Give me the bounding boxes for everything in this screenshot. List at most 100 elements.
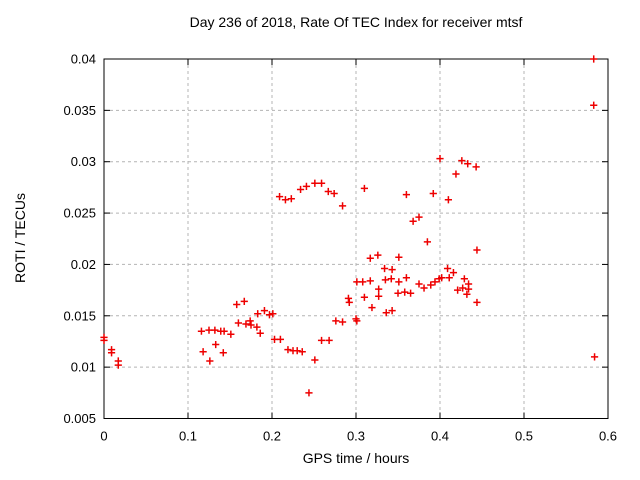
data-point-marker <box>345 298 353 307</box>
data-point-marker <box>590 353 599 361</box>
y-tick-label: 0.02 <box>71 257 96 272</box>
y-axis-label: ROTI / TECUs <box>12 193 28 283</box>
data-point-marker <box>473 246 481 254</box>
data-point-marker <box>402 190 410 199</box>
data-point-marker <box>298 348 306 356</box>
data-point-marker <box>427 281 435 289</box>
data-point-marker <box>317 336 326 345</box>
data-point-marker <box>197 327 206 335</box>
data-point-marker <box>330 189 338 198</box>
data-point-marker <box>436 155 444 163</box>
data-point-marker <box>265 311 274 319</box>
data-point-marker <box>246 317 254 325</box>
data-point-marker <box>234 319 242 327</box>
data-point-marker <box>293 347 301 355</box>
data-point-marker <box>302 182 311 190</box>
x-tick-label: 0.2 <box>263 429 281 444</box>
data-point-marker <box>317 179 326 187</box>
data-point-marker <box>256 329 264 337</box>
data-point-marker <box>445 274 453 282</box>
data-point-marker <box>375 292 383 300</box>
data-point-marker <box>459 284 467 292</box>
y-tick-label: 0.01 <box>71 360 96 375</box>
data-point-marker <box>401 288 409 296</box>
data-point-marker <box>415 280 423 288</box>
data-point-marker <box>359 278 367 286</box>
data-point-marker <box>324 187 332 196</box>
data-point-marker <box>227 330 235 338</box>
y-tick-labels: 0.005 0.01 0.015 0.02 0.025 0.03 0.035 0.04 <box>63 52 96 427</box>
data-point-marker <box>387 275 395 283</box>
x-tick-label: 0.3 <box>347 429 365 444</box>
data-point-marker <box>199 348 207 356</box>
data-point-marker <box>407 289 415 297</box>
data-point-marker <box>219 349 227 357</box>
data-point-marker <box>353 317 361 325</box>
data-point-marker <box>253 323 261 331</box>
data-point-marker <box>381 276 389 284</box>
data-point-marker <box>212 340 220 349</box>
data-point-marker <box>438 274 446 282</box>
data-point-marker <box>431 278 439 286</box>
data-point-marker <box>220 327 228 335</box>
chart-title: Day 236 of 2018, Rate Of TEC Index for r… <box>190 14 523 30</box>
data-point-marker <box>325 336 333 345</box>
y-tick-label: 0.005 <box>63 411 96 426</box>
data-points <box>100 55 599 397</box>
data-point-marker <box>464 285 473 293</box>
data-point-marker <box>382 309 390 317</box>
x-tick-label: 0 <box>100 429 107 444</box>
data-point-marker <box>332 317 340 325</box>
data-point-marker <box>443 264 452 273</box>
data-point-marker <box>366 254 374 262</box>
data-point-marker <box>380 264 389 273</box>
data-point-marker <box>360 184 368 193</box>
x-axis-label: GPS time / hours <box>303 450 410 466</box>
data-point-marker <box>458 157 466 165</box>
data-point-marker <box>107 349 116 357</box>
data-point-marker <box>100 336 108 345</box>
data-point-marker <box>276 335 284 344</box>
data-point-marker <box>269 310 277 318</box>
data-point-marker <box>275 193 284 201</box>
data-point-marker <box>454 286 462 294</box>
data-point-marker <box>296 185 305 194</box>
data-point-marker <box>360 293 368 301</box>
data-point-marker <box>338 202 347 210</box>
data-point-marker <box>311 179 319 187</box>
y-tick-label: 0.025 <box>63 206 96 221</box>
data-point-marker <box>415 213 423 221</box>
data-point-marker <box>260 307 269 315</box>
data-point-marker <box>247 321 255 329</box>
x-tick-label: 0.1 <box>179 429 197 444</box>
data-point-marker <box>240 297 248 306</box>
data-point-marker <box>472 163 480 171</box>
data-point-marker <box>429 189 437 198</box>
tick-marks <box>103 58 609 419</box>
data-point-marker <box>287 195 295 203</box>
data-point-marker <box>395 278 403 286</box>
gridlines <box>104 59 608 419</box>
data-point-marker <box>211 326 219 334</box>
data-point-marker <box>368 303 376 312</box>
data-point-marker <box>281 196 290 204</box>
y-tick-label: 0.04 <box>71 52 96 67</box>
data-point-marker <box>375 285 383 293</box>
data-point-marker <box>233 300 241 309</box>
data-point-marker <box>338 318 347 326</box>
data-point-marker <box>395 253 403 261</box>
data-point-marker <box>423 238 431 246</box>
data-point-marker <box>254 310 262 318</box>
y-tick-label: 0.035 <box>63 103 96 118</box>
data-point-marker <box>388 265 396 274</box>
data-point-marker <box>402 274 410 282</box>
x-tick-label: 0.4 <box>431 429 449 444</box>
x-tick-label: 0.6 <box>599 429 617 444</box>
data-point-marker <box>206 357 214 365</box>
x-tick-labels: 0 0.1 0.2 0.3 0.4 0.5 0.6 <box>100 429 617 444</box>
data-point-marker <box>388 307 396 315</box>
data-point-marker <box>114 361 122 369</box>
data-point-marker <box>463 290 471 298</box>
